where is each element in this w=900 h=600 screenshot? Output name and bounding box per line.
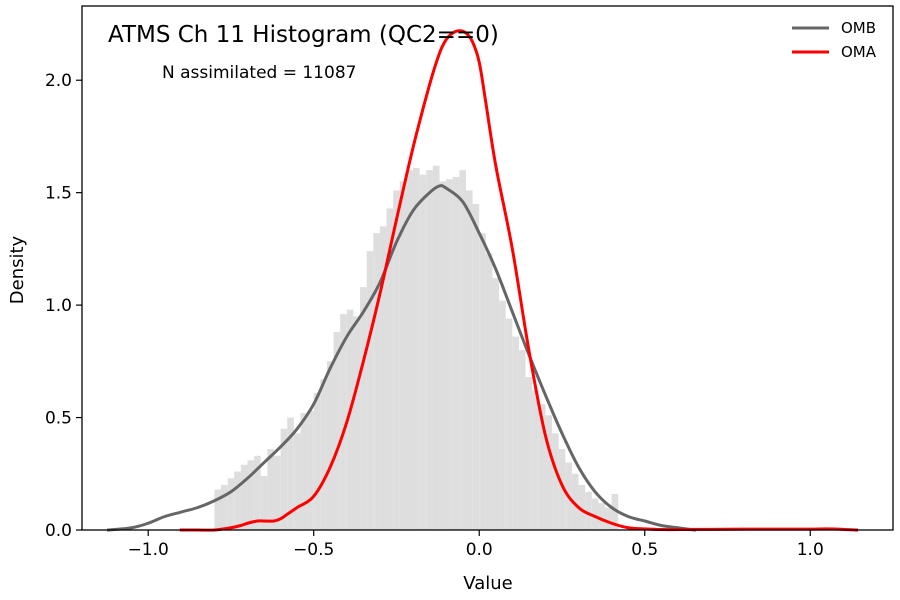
histogram-bar: [439, 181, 447, 531]
histogram-bar: [393, 190, 400, 530]
histogram-bar: [611, 494, 619, 530]
legend-label-omb: OMB: [841, 19, 876, 37]
histogram-bar: [340, 314, 347, 530]
x-tick-label: 0.5: [631, 540, 658, 560]
n-assimilated-annotation: N assimilated = 11087: [162, 63, 356, 83]
x-axis-label: Value: [463, 573, 512, 594]
histogram-bar: [300, 413, 308, 530]
histogram-bar: [293, 433, 301, 530]
histogram-bar: [545, 415, 553, 530]
histogram-bar: [399, 181, 407, 531]
histogram-bar: [366, 251, 374, 530]
histogram-bar: [459, 170, 466, 531]
histogram-bar: [247, 460, 255, 530]
histogram-bar: [240, 464, 248, 530]
histogram-bars: [214, 165, 619, 531]
legend: OMB OMA: [792, 19, 877, 61]
histogram-bar: [280, 428, 288, 530]
histogram-bar: [273, 455, 281, 530]
histogram-bar: [379, 226, 387, 530]
x-tick-label: 1.0: [797, 540, 824, 560]
series-line-omb: [106, 184, 697, 532]
histogram-bar: [221, 485, 228, 530]
histogram-bar: [485, 253, 493, 530]
histogram-bar: [571, 473, 579, 530]
histogram-bar: [465, 190, 473, 530]
histogram-bar: [307, 410, 314, 530]
histogram-bar: [214, 489, 222, 530]
legend-label-oma: OMA: [841, 43, 877, 61]
histogram-bar: [472, 203, 480, 530]
histogram-bar: [591, 498, 599, 530]
histogram-bar: [413, 167, 420, 531]
x-tick-label: −1.0: [128, 540, 169, 560]
histogram-bar: [287, 417, 294, 530]
y-tick-label: 0.5: [45, 409, 72, 429]
histogram-bar: [346, 309, 354, 530]
x-tick-label: −0.5: [293, 540, 334, 560]
histogram-bar: [492, 278, 500, 530]
histogram-bar: [499, 300, 506, 530]
histogram-bar: [353, 316, 361, 530]
chart-title: ATMS Ch 11 Histogram (QC2==0): [108, 22, 499, 48]
histogram-bar: [267, 449, 274, 530]
histogram-bar: [446, 179, 453, 531]
histogram-bar: [326, 361, 334, 530]
y-tick-label: 1.0: [45, 296, 72, 316]
histogram-bar: [419, 174, 427, 531]
y-tick-label: 2.0: [45, 71, 72, 91]
histogram-bar: [512, 336, 519, 530]
histogram-bar: [313, 392, 321, 530]
histogram-bar: [386, 208, 394, 530]
axes: −1.0 −0.5 0.0 0.5 1.0 0.0 0.5 1.0 1.5 2.0: [45, 5, 894, 560]
histogram-bar: [234, 471, 241, 530]
histogram-bar: [227, 478, 235, 530]
histogram-bar: [320, 379, 327, 530]
histogram-bar: [525, 377, 533, 530]
histogram-bar: [578, 485, 586, 530]
histogram-bar: [598, 503, 606, 530]
histogram-bar: [558, 449, 566, 530]
histogram-bar: [333, 332, 341, 530]
y-tick-label: 1.5: [45, 184, 72, 204]
histogram-bar: [518, 350, 526, 530]
histogram-bar: [538, 404, 546, 530]
histogram-bar: [360, 287, 367, 530]
histogram-bar: [406, 170, 414, 531]
histogram-bar: [552, 433, 559, 530]
y-axis-label: Density: [7, 235, 28, 304]
histogram-bar: [432, 165, 440, 531]
histogram-bar: [373, 233, 380, 530]
histogram-bar: [426, 170, 433, 531]
histogram-bar: [532, 390, 539, 530]
histogram-bar: [505, 318, 513, 530]
plot-frame: [81, 5, 894, 531]
histogram-bar: [479, 233, 486, 530]
histogram-bar: [260, 476, 268, 530]
histogram-bar: [452, 176, 460, 531]
histogram-bar: [605, 507, 612, 530]
x-tick-label: 0.0: [466, 540, 493, 560]
histogram-bar: [254, 455, 261, 530]
histogram-bar: [585, 491, 592, 530]
y-tick-label: 0.0: [45, 521, 72, 541]
